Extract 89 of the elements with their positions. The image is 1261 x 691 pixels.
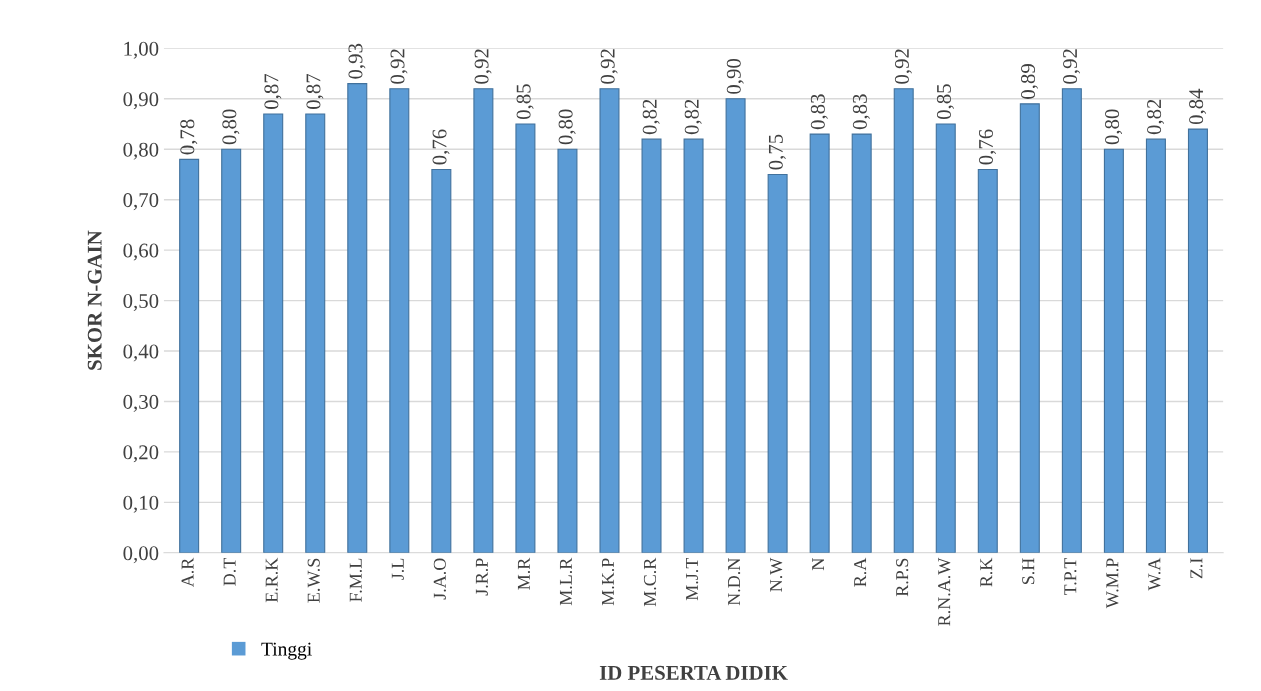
bar (683, 138, 704, 553)
x-tick-label: M.J.T (686, 557, 699, 601)
data-label: 0,84 (1189, 88, 1207, 125)
x-tick-label: E.R.K (265, 557, 278, 603)
y-tick-label: 0,50 (123, 293, 159, 312)
x-tick-label: Z.I (1190, 558, 1203, 579)
x-tick-label: D.T (223, 557, 236, 586)
data-label: 0,85 (516, 84, 534, 120)
y-tick-label: 0,90 (123, 92, 159, 110)
x-tick-label: W.A (1148, 557, 1161, 591)
bar (725, 98, 746, 553)
data-label: 0,83 (852, 94, 870, 130)
data-label: 0,78 (180, 119, 198, 155)
x-tick-label: N.W (770, 557, 783, 592)
x-tick-label: F.M.L (349, 558, 362, 602)
x-tick-label: M.K.P (602, 558, 615, 606)
data-label: 0,82 (1147, 99, 1165, 135)
bar (431, 168, 452, 553)
bar (221, 148, 242, 553)
data-label: 0,76 (432, 129, 450, 165)
x-tick-label: T.P.T (1064, 557, 1077, 596)
bar (1061, 88, 1082, 553)
bar (1019, 103, 1040, 553)
bar (179, 158, 200, 553)
data-label: 0,93 (348, 43, 366, 79)
bar (851, 133, 872, 553)
bar (305, 113, 326, 553)
y-tick-label: 0,30 (123, 394, 159, 412)
y-tick-label: 0,70 (123, 193, 159, 211)
x-tick-label: J.L (391, 558, 404, 580)
bar (935, 123, 956, 553)
x-tick-label: R.N.A.W (938, 557, 951, 626)
bar (389, 88, 410, 553)
bar (473, 88, 494, 553)
y-tick-label: 0,00 (123, 546, 159, 564)
bar (977, 168, 998, 553)
legend-label: Tinggi (261, 642, 312, 660)
data-label: 0,89 (1020, 64, 1039, 99)
data-label: 0,83 (810, 94, 828, 130)
bar (347, 83, 368, 553)
data-label: 0,87 (306, 73, 324, 109)
x-tick-label: M.C.R (643, 557, 657, 607)
x-tick-label: E.W.S (307, 558, 320, 603)
y-tick-label: 0,60 (123, 243, 159, 261)
data-label: 0,82 (684, 99, 702, 135)
x-tick-label: J.A.O (433, 558, 446, 600)
x-tick-label: M.L.R (559, 557, 573, 606)
bar (809, 133, 830, 553)
y-tick-label: 0,40 (123, 344, 159, 362)
x-tick-label: R.P.S (896, 558, 909, 597)
y-axis-title: SKOR N-GAIN (87, 230, 102, 370)
x-tick-label: S.H (1022, 558, 1035, 585)
x-tick-label: R.A (854, 557, 867, 587)
bar (515, 123, 536, 553)
data-label: 0,85 (936, 84, 954, 120)
x-tick-label: R.K (980, 557, 993, 587)
data-label: 0,75 (768, 134, 786, 170)
x-tick-label: N (812, 558, 824, 571)
data-label: 0,82 (642, 99, 660, 135)
data-label: 0,80 (558, 109, 576, 145)
data-label: 0,92 (1063, 49, 1081, 84)
x-tick-label: J.R.P (475, 558, 488, 596)
data-label: 0,87 (264, 73, 282, 109)
y-tick-label: 0,10 (123, 495, 159, 513)
bar (1145, 138, 1166, 553)
bar (1103, 148, 1124, 553)
data-label: 0,92 (390, 49, 408, 84)
bar (263, 113, 284, 553)
data-label: 0,80 (1105, 109, 1123, 145)
data-label: 0,92 (600, 49, 618, 84)
bar (641, 138, 662, 553)
data-label: 0,80 (222, 109, 240, 145)
bar (557, 148, 578, 553)
x-tick-label: M.R (517, 557, 531, 590)
y-tick-label: 0,20 (123, 445, 159, 463)
y-tick-label: 1,00 (124, 41, 159, 59)
data-label: 0,90 (726, 58, 744, 94)
x-tick-label: A.R (181, 557, 194, 588)
data-label: 0,76 (978, 129, 996, 165)
bar (767, 173, 788, 553)
bar (1187, 128, 1208, 553)
data-label: 0,92 (474, 49, 492, 84)
x-tick-label: N.D.N (728, 558, 741, 606)
data-label: 0,92 (894, 49, 912, 84)
y-tick-label: 0,80 (123, 142, 159, 160)
bar (893, 88, 914, 553)
bar (599, 88, 620, 553)
x-axis-title: ID PESERTA DIDIK (599, 665, 788, 680)
x-tick-label: W.M.P (1106, 558, 1119, 609)
